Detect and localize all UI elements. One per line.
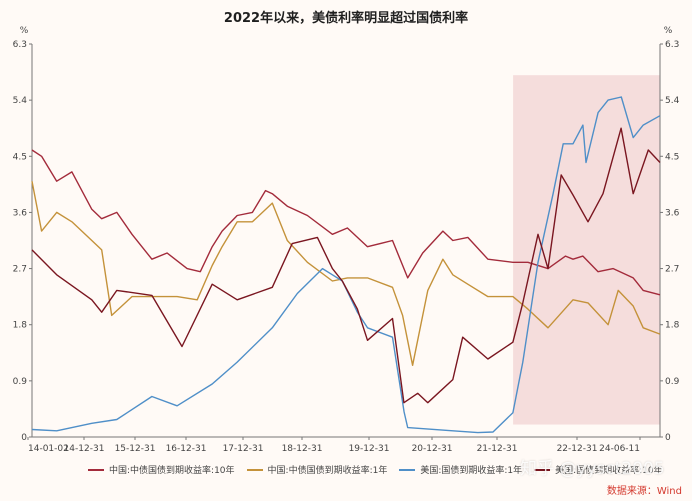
x-tick-label: 24-06-11: [599, 444, 640, 454]
y-tick-label-right: 4.5: [665, 152, 679, 162]
y-tick-label-left: 0: [21, 433, 27, 443]
y-tick-label-left: 6.3: [13, 40, 27, 50]
legend-swatch-cn-1y: [246, 468, 263, 471]
source-note: 数据来源：Wind: [606, 486, 682, 497]
y-tick-label-right: 1.8: [665, 321, 680, 331]
legend-swatch-us-1y: [399, 468, 416, 471]
highlight-region: [513, 75, 660, 425]
y-tick-label-right: 5.4: [665, 96, 680, 106]
x-tick-label: 19-12-31: [349, 444, 390, 454]
x-tick-label: 21-12-31: [477, 444, 518, 454]
series-line-2: [31, 96, 661, 434]
x-tick-label: 16-12-31: [166, 444, 207, 454]
series-line-3: [31, 127, 661, 404]
legend-item-cn-10y: 中国:中债国债到期收益率:10年: [88, 463, 235, 476]
y-tick-label-right: 0.9: [665, 377, 680, 387]
x-tick-label: 15-12-31: [115, 444, 156, 454]
series-line-0: [31, 149, 661, 296]
legend-item-us-1y: 美国:国债到期收益率:1年: [399, 463, 522, 476]
legend: 中国:中债国债到期收益率:10年 中国:中债国债到期收益率:1年 美国:国债到期…: [88, 463, 663, 476]
y-tick-label-left: 2.7: [13, 265, 27, 275]
y-tick-label-left: 4.5: [13, 152, 27, 162]
y-tick-label-left: 1.8: [13, 321, 28, 331]
legend-item-us-10y: 美国:国债到期收益率:10年: [534, 463, 663, 476]
legend-swatch-cn-10y: [88, 468, 104, 471]
x-tick-label: 22-12-31: [557, 444, 598, 454]
legend-item-cn-1y: 中国:中债国债到期收益率:1年: [246, 463, 388, 476]
y-unit-right: %: [664, 26, 673, 36]
y-tick-label-right: 0: [665, 433, 671, 443]
legend-swatch-us-10y: [534, 468, 551, 471]
y-tick-label-left: 0.9: [13, 377, 28, 387]
x-tick-label: 17-12-31: [223, 444, 264, 454]
y-tick-label-right: 6.3: [665, 40, 679, 50]
y-tick-label-left: 5.4: [13, 96, 28, 106]
legend-label-cn-1y: 中国:中债国债到期收益率:1年: [267, 466, 388, 476]
y-tick-label-right: 2.7: [665, 265, 679, 275]
x-tick-label: 18-12-31: [282, 444, 323, 454]
y-tick-label-left: 3.6: [13, 208, 28, 218]
legend-label-us-10y: 美国:国债到期收益率:10年: [555, 466, 663, 476]
legend-label-us-1y: 美国:国债到期收益率:1年: [420, 466, 523, 476]
legend-label-cn-10y: 中国:中债国债到期收益率:10年: [109, 466, 235, 476]
series-line-1: [31, 181, 661, 366]
y-unit-left: %: [20, 26, 29, 36]
x-tick-label: 14-12-31: [64, 444, 105, 454]
watermark: 知乎 @yysct2005: [520, 459, 665, 479]
x-tick-label: 20-12-31: [412, 444, 453, 454]
chart-title: 2022年以来，美债利率明显超过国债利率: [223, 11, 469, 26]
x-tick-label: 14-01-02: [28, 444, 69, 454]
y-tick-label-right: 3.6: [665, 208, 680, 218]
